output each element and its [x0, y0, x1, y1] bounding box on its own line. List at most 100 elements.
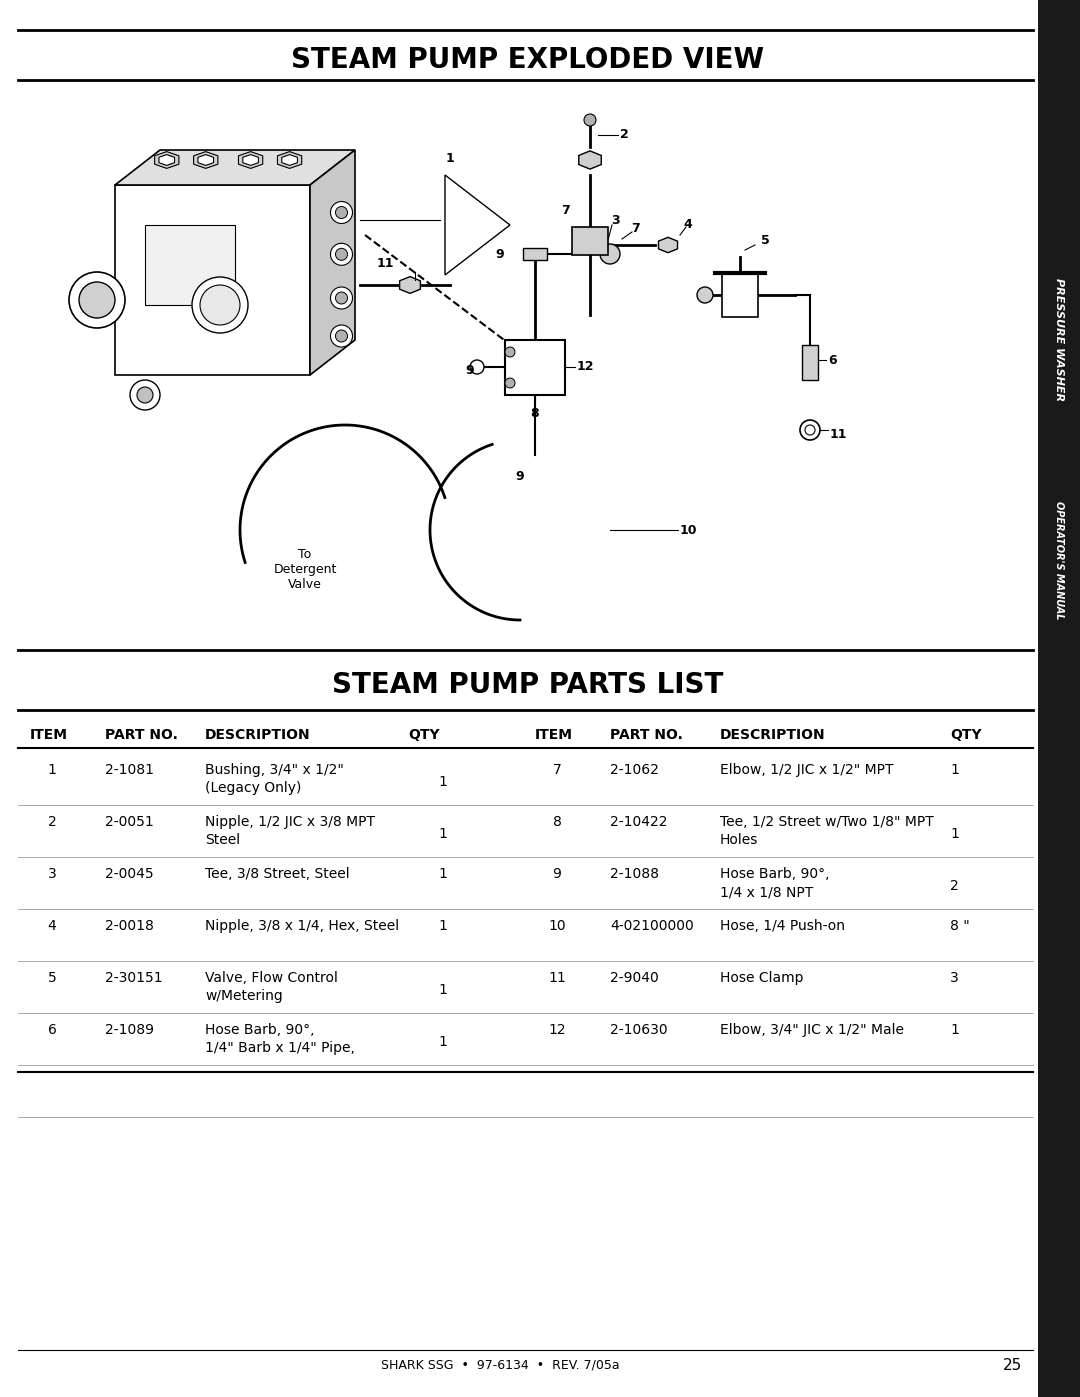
- Text: 1: 1: [438, 1035, 447, 1049]
- Text: 2-9040: 2-9040: [610, 971, 659, 985]
- Bar: [145, 225, 235, 305]
- Text: 11: 11: [549, 971, 566, 985]
- Text: Valve, Flow Control
w/Metering: Valve, Flow Control w/Metering: [205, 971, 338, 1003]
- Polygon shape: [400, 277, 420, 293]
- Text: Hose, 1/4 Push-on: Hose, 1/4 Push-on: [720, 919, 845, 933]
- Polygon shape: [198, 155, 214, 165]
- Circle shape: [330, 201, 352, 224]
- Circle shape: [330, 286, 352, 309]
- Circle shape: [137, 387, 153, 402]
- Text: 1: 1: [950, 1023, 959, 1037]
- Text: 2: 2: [950, 879, 959, 893]
- Text: 9: 9: [496, 249, 504, 261]
- Text: Nipple, 1/2 JIC x 3/8 MPT
Steel: Nipple, 1/2 JIC x 3/8 MPT Steel: [205, 814, 375, 848]
- Text: 4-02100000: 4-02100000: [610, 919, 693, 933]
- Text: Hose Barb, 90°,
1/4" Barb x 1/4" Pipe,: Hose Barb, 90°, 1/4" Barb x 1/4" Pipe,: [205, 1023, 355, 1055]
- Text: 2: 2: [620, 129, 629, 141]
- Polygon shape: [193, 152, 218, 169]
- Circle shape: [697, 286, 713, 303]
- Text: Nipple, 3/8 x 1/4, Hex, Steel: Nipple, 3/8 x 1/4, Hex, Steel: [205, 919, 400, 933]
- Text: ITEM: ITEM: [30, 728, 68, 742]
- Text: 9: 9: [465, 363, 474, 377]
- Text: 7: 7: [553, 763, 562, 777]
- Text: 10: 10: [549, 919, 566, 933]
- Text: 2-10630: 2-10630: [610, 1023, 667, 1037]
- Polygon shape: [278, 152, 301, 169]
- Text: 1: 1: [438, 868, 447, 882]
- Text: 11: 11: [831, 429, 848, 441]
- Bar: [114, 184, 310, 374]
- Text: 2-10422: 2-10422: [610, 814, 667, 828]
- Circle shape: [330, 326, 352, 346]
- Text: Tee, 1/2 Street w/Two 1/8" MPT
Holes: Tee, 1/2 Street w/Two 1/8" MPT Holes: [720, 814, 934, 848]
- Text: PRESSURE WASHER: PRESSURE WASHER: [1054, 278, 1064, 401]
- Text: To
Detergent
Valve: To Detergent Valve: [273, 548, 337, 591]
- Bar: [505, 339, 565, 395]
- Text: 3: 3: [610, 214, 619, 226]
- Text: 1: 1: [48, 763, 56, 777]
- Text: 3: 3: [48, 868, 56, 882]
- Text: 9: 9: [553, 868, 562, 882]
- Text: 2-0051: 2-0051: [105, 814, 153, 828]
- Text: 2-30151: 2-30151: [105, 971, 163, 985]
- Text: 7: 7: [561, 204, 569, 217]
- Text: 2-1081: 2-1081: [105, 763, 154, 777]
- Text: QTY: QTY: [408, 728, 440, 742]
- Circle shape: [336, 249, 348, 260]
- Text: 11: 11: [376, 257, 394, 270]
- Polygon shape: [154, 152, 179, 169]
- Circle shape: [336, 207, 348, 218]
- Text: DESCRIPTION: DESCRIPTION: [720, 728, 825, 742]
- Text: 1: 1: [950, 763, 959, 777]
- Text: Hose Barb, 90°,
1/4 x 1/8 NPT: Hose Barb, 90°, 1/4 x 1/8 NPT: [720, 868, 829, 900]
- Polygon shape: [579, 151, 602, 169]
- Text: Elbow, 3/4" JIC x 1/2" Male: Elbow, 3/4" JIC x 1/2" Male: [720, 1023, 904, 1037]
- Polygon shape: [243, 155, 258, 165]
- Text: 25: 25: [1003, 1358, 1023, 1372]
- Text: STEAM PUMP EXPLODED VIEW: STEAM PUMP EXPLODED VIEW: [292, 46, 765, 74]
- Text: 9: 9: [515, 469, 524, 483]
- Circle shape: [470, 360, 484, 374]
- Text: DESCRIPTION: DESCRIPTION: [205, 728, 311, 742]
- Text: 12: 12: [549, 1023, 566, 1037]
- Text: Tee, 3/8 Street, Steel: Tee, 3/8 Street, Steel: [205, 868, 350, 882]
- Text: ITEM: ITEM: [535, 728, 573, 742]
- Text: 1: 1: [438, 827, 447, 841]
- Polygon shape: [659, 237, 677, 253]
- Bar: [723, 272, 758, 317]
- Text: 8: 8: [553, 814, 562, 828]
- Text: 4: 4: [684, 218, 692, 232]
- Bar: [572, 226, 608, 256]
- Text: 1: 1: [446, 152, 455, 165]
- Text: 2-0045: 2-0045: [105, 868, 153, 882]
- Text: QTY: QTY: [950, 728, 982, 742]
- Text: 6: 6: [48, 1023, 56, 1037]
- Text: 5: 5: [760, 233, 769, 246]
- Polygon shape: [282, 155, 297, 165]
- Text: 2-1089: 2-1089: [105, 1023, 154, 1037]
- Circle shape: [330, 243, 352, 265]
- Circle shape: [505, 379, 515, 388]
- Text: 2: 2: [48, 814, 56, 828]
- Text: 7: 7: [631, 222, 639, 236]
- Text: 1: 1: [438, 775, 447, 789]
- Polygon shape: [239, 152, 262, 169]
- Circle shape: [130, 380, 160, 409]
- Bar: [523, 249, 546, 260]
- Text: 1: 1: [950, 827, 959, 841]
- Text: Elbow, 1/2 JIC x 1/2" MPT: Elbow, 1/2 JIC x 1/2" MPT: [720, 763, 893, 777]
- Circle shape: [69, 272, 125, 328]
- Text: 1: 1: [438, 919, 447, 933]
- Circle shape: [805, 425, 815, 434]
- Polygon shape: [114, 149, 355, 184]
- Text: 1: 1: [438, 983, 447, 997]
- Circle shape: [336, 330, 348, 342]
- Text: PART NO.: PART NO.: [105, 728, 178, 742]
- Text: 10: 10: [680, 524, 698, 536]
- Text: STEAM PUMP PARTS LIST: STEAM PUMP PARTS LIST: [333, 671, 724, 698]
- Text: 3: 3: [950, 971, 959, 985]
- Text: Hose Clamp: Hose Clamp: [720, 971, 804, 985]
- Circle shape: [584, 115, 596, 126]
- Circle shape: [336, 292, 348, 305]
- Bar: [802, 345, 818, 380]
